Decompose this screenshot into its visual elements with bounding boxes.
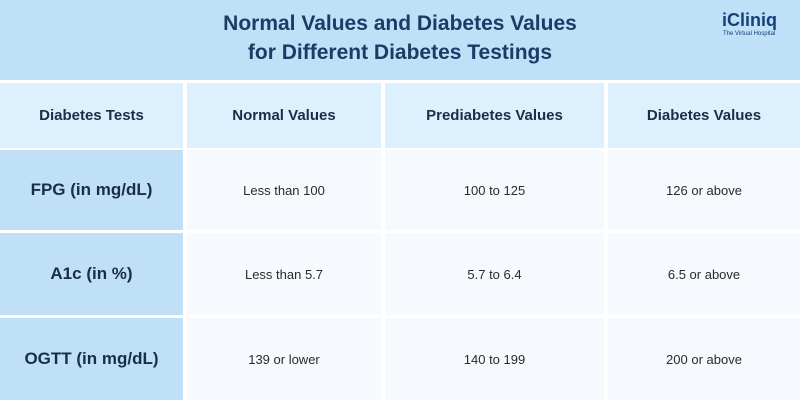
a1c-normal-value: Less than 5.7: [187, 233, 381, 315]
fpg-diabetes-value: 126 or above: [608, 150, 800, 230]
ogtt-normal-value: 139 or lower: [187, 318, 381, 400]
a1c-prediabetes-value: 5.7 to 6.4: [385, 233, 604, 315]
logo-wordmark: iCliniq: [722, 10, 777, 30]
row-label-a1c: A1c (in %): [0, 233, 183, 315]
title-line-2: for Different Diabetes Testings: [247, 41, 553, 64]
fpg-prediabetes-value: 100 to 125: [385, 150, 604, 230]
row-label-fpg: FPG (in mg/dL): [0, 150, 183, 230]
column-header-normal: Normal Values: [187, 83, 381, 148]
iCliniq-logo: iCliniq The Virtual Hospital: [722, 10, 794, 40]
row-label-ogtt: OGTT (in mg/dL): [0, 318, 183, 400]
ogtt-diabetes-value: 200 or above: [608, 318, 800, 400]
title-banner: Normal Values and Diabetes Values for Di…: [0, 0, 800, 80]
title-line-1: Normal Values and Diabetes Values: [223, 12, 577, 35]
column-header-diabetes: Diabetes Values: [608, 83, 800, 148]
fpg-normal-value: Less than 100: [187, 150, 381, 230]
column-header-prediabetes: Prediabetes Values: [385, 83, 604, 148]
column-header-tests: Diabetes Tests: [0, 83, 183, 148]
a1c-diabetes-value: 6.5 or above: [608, 233, 800, 315]
ogtt-prediabetes-value: 140 to 199: [385, 318, 604, 400]
logo-tagline: The Virtual Hospital: [723, 31, 776, 37]
